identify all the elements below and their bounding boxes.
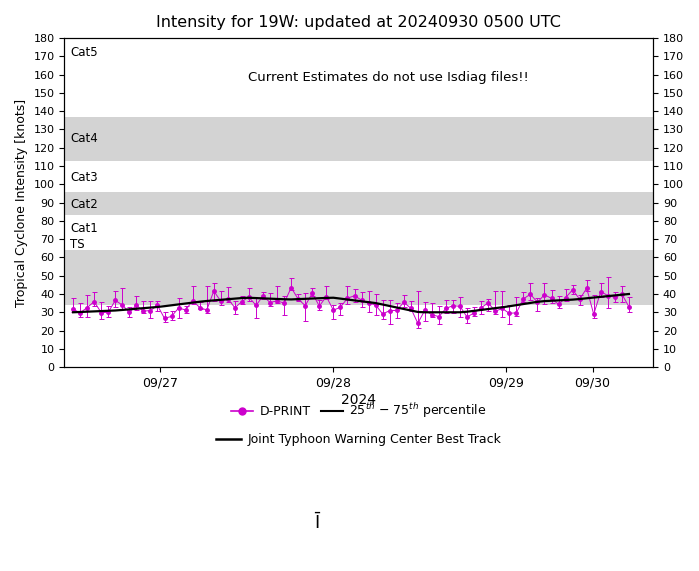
Bar (64, 215, 653, 250)
Text: TS: TS (71, 238, 85, 251)
Text: Cat2: Cat2 (71, 198, 98, 211)
Legend: Joint Typhoon Warning Center Best Track: Joint Typhoon Warning Center Best Track (211, 428, 506, 451)
Bar (64, 160, 653, 192)
Text: Cat3: Cat3 (71, 171, 98, 183)
Bar (64, 38, 653, 116)
Bar (64, 192, 653, 215)
Text: Cat5: Cat5 (71, 46, 98, 59)
Text: Current Estimates do not use Isdiag files!!: Current Estimates do not use Isdiag file… (248, 71, 528, 84)
Text: Cat4: Cat4 (71, 132, 98, 145)
X-axis label: 2024: 2024 (341, 393, 376, 407)
Bar (64, 116, 653, 160)
Text: $\bar{\mathrm{I}}$: $\bar{\mathrm{I}}$ (315, 512, 322, 533)
Title: Intensity for 19W: updated at 20240930 0500 UTC: Intensity for 19W: updated at 20240930 0… (157, 15, 561, 30)
Y-axis label: Tropical Cyclone Intensity [knots]: Tropical Cyclone Intensity [knots] (15, 99, 28, 307)
Text: Cat1: Cat1 (71, 222, 98, 235)
Bar (64, 250, 653, 305)
